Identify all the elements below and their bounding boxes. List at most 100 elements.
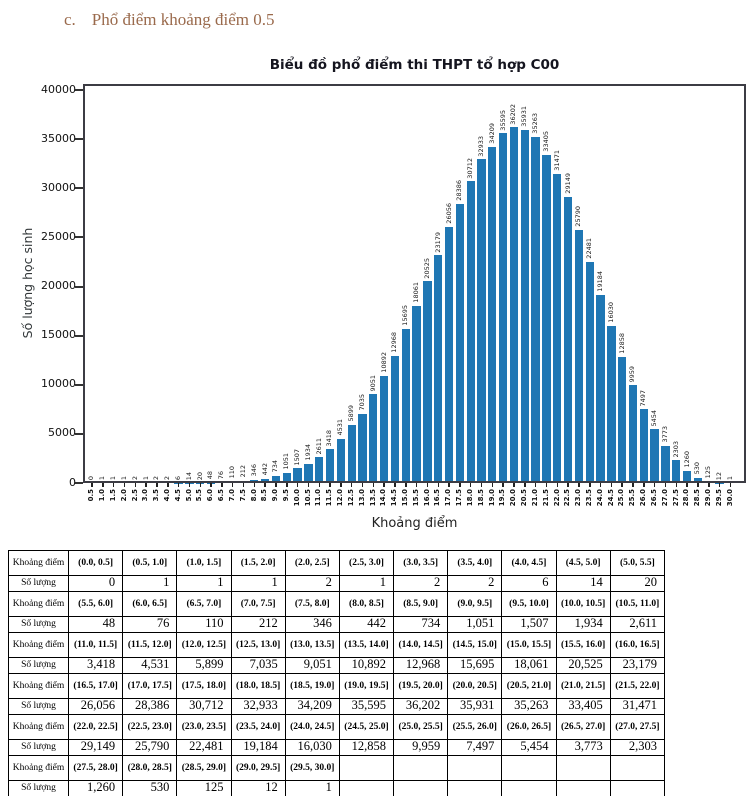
bar-value-label: 5454 (650, 409, 658, 427)
count-cell: 36,202 (393, 698, 449, 715)
interval-cell: (3.5, 4.0] (447, 550, 503, 576)
x-tick-mark (253, 483, 256, 487)
bar (336, 438, 346, 483)
bar-value-label: 36202 (509, 103, 518, 125)
count-cell: 7,035 (230, 657, 286, 674)
x-tick-label: 11.0 (314, 489, 323, 507)
count-cell: 32,933 (230, 698, 286, 715)
count-cell: 6 (501, 575, 557, 592)
interval-cell: (11.5, 12.0] (122, 632, 178, 658)
table-row-counts: Số lượng 0 1 1 1 2 1 2 2 6 14 20 (8, 575, 666, 592)
chart-title: Biểu đồ phổ điểm thi THPT tổ hợp C00 (269, 57, 560, 73)
x-tick-mark (480, 483, 483, 487)
x-tick-mark (242, 483, 245, 487)
x-tick-mark (599, 483, 602, 487)
bar-value-label: 442 (260, 463, 269, 476)
count-cell: 442 (338, 616, 395, 633)
bar-value-label: 1260 (682, 451, 691, 468)
count-cell: 2,303 (609, 739, 666, 756)
bar (347, 425, 356, 483)
count-cell: 2 (447, 575, 503, 592)
count-cell: 29,149 (67, 739, 124, 756)
interval-cell: (0.5, 1.0] (122, 550, 178, 576)
x-tick-label: 16.0 (422, 489, 431, 507)
x-tick-label: 19.0 (487, 489, 496, 507)
bar-value-label: 26056 (444, 203, 453, 224)
x-tick-label: 12.0 (336, 489, 345, 507)
y-tick-mark (75, 482, 83, 484)
bar-value-label: 23179 (433, 231, 442, 253)
interval-cell: (8.0, 8.5] (338, 591, 395, 617)
table-row-intervals: Khoảng điểm (5.5, 6.0] (6.0, 6.5] (6.5, 7.0… (8, 591, 666, 617)
x-tick-mark (513, 483, 515, 487)
count-cell: 35,595 (338, 698, 395, 715)
count-cell: 12,968 (393, 657, 449, 674)
row-label-cell: Khoảng điểm (8, 755, 69, 781)
bar-value-label: 29149 (563, 172, 572, 194)
interval-cell: (10.0, 10.5] (555, 591, 611, 617)
x-tick-label: 9.0 (271, 489, 280, 502)
bar (260, 478, 270, 483)
y-tick-label: 5000 (48, 426, 76, 440)
x-tick-label: 25.0 (617, 489, 626, 507)
bar (672, 460, 681, 483)
bar-value-label: 125 (704, 466, 713, 479)
plot-area: 0 0.5 1 1.0 1 1.5 1 2.0 2 2.5 1 3.0 2 3.5 2 4.0 6 4.5 14 5.… (83, 84, 746, 506)
interval-cell: (8.5, 9.0] (393, 591, 449, 617)
y-tick-mark (75, 236, 83, 239)
bar (358, 413, 367, 483)
count-cell: 1 (230, 575, 286, 592)
x-tick-mark (405, 483, 407, 487)
interval-cell: (28.5, 29.0] (176, 755, 232, 781)
interval-cell: (5.5, 6.0] (67, 591, 124, 617)
bar-value-label: 19184 (595, 270, 604, 292)
bar-value-label: 20 (195, 471, 204, 480)
x-tick-mark (329, 483, 331, 487)
count-cell: 35,931 (447, 698, 503, 715)
x-axis-label: Khoảng điểm (371, 516, 458, 531)
interval-cell: (22.0, 22.5] (67, 714, 124, 740)
x-tick-mark (632, 483, 634, 487)
bar-value-label: 14 (184, 471, 193, 480)
x-tick-mark (718, 483, 721, 487)
bar-value-label: 1051 (282, 453, 291, 470)
bar-value-label: 3773 (660, 426, 669, 443)
row-label-cell: Khoảng điểm (8, 632, 69, 658)
bar-value-label: 4531 (336, 418, 345, 436)
interval-cell (393, 755, 449, 781)
bar-value-label: 28386 (455, 180, 464, 202)
interval-cell: (7.0, 7.5] (230, 591, 286, 617)
count-cell: 1,507 (501, 616, 557, 633)
x-tick-mark (589, 483, 591, 487)
x-tick-label: 4.0 (162, 489, 171, 502)
x-tick-mark (534, 483, 537, 487)
interval-cell: (4.0, 4.5] (501, 550, 557, 576)
count-cell: 26,056 (67, 698, 124, 715)
bar-value-label: 10892 (379, 352, 388, 373)
x-tick-label: 17.0 (444, 489, 453, 507)
row-label-cell: Số lượng (8, 575, 69, 592)
bar-value-label: 7035 (357, 394, 366, 411)
interval-cell: (15.5, 16.0] (555, 632, 611, 658)
interval-cell: (26.5, 27.0] (555, 714, 611, 740)
count-cell: 48 (67, 616, 124, 633)
interval-cell: (19.5, 20.0] (393, 673, 449, 699)
count-cell (338, 780, 395, 796)
interval-cell: (20.5, 21.0] (501, 673, 557, 699)
row-label-cell: Số lượng (8, 657, 69, 674)
bar (401, 328, 410, 483)
x-tick-label: 0.5 (87, 489, 96, 502)
x-tick-label: 14.5 (390, 489, 399, 507)
x-tick-mark (275, 483, 277, 487)
count-cell: 1 (284, 780, 340, 796)
y-tick-mark (75, 334, 83, 337)
x-tick-mark (675, 483, 677, 487)
x-tick-label: 13.5 (368, 489, 377, 507)
bar (304, 464, 313, 483)
bar (661, 445, 670, 483)
bar-value-label: 2 (163, 475, 172, 480)
x-tick-label: 26.5 (649, 489, 658, 507)
bar (390, 355, 400, 483)
interval-cell: (26.0, 26.5] (501, 714, 557, 740)
x-tick-mark (502, 483, 504, 487)
